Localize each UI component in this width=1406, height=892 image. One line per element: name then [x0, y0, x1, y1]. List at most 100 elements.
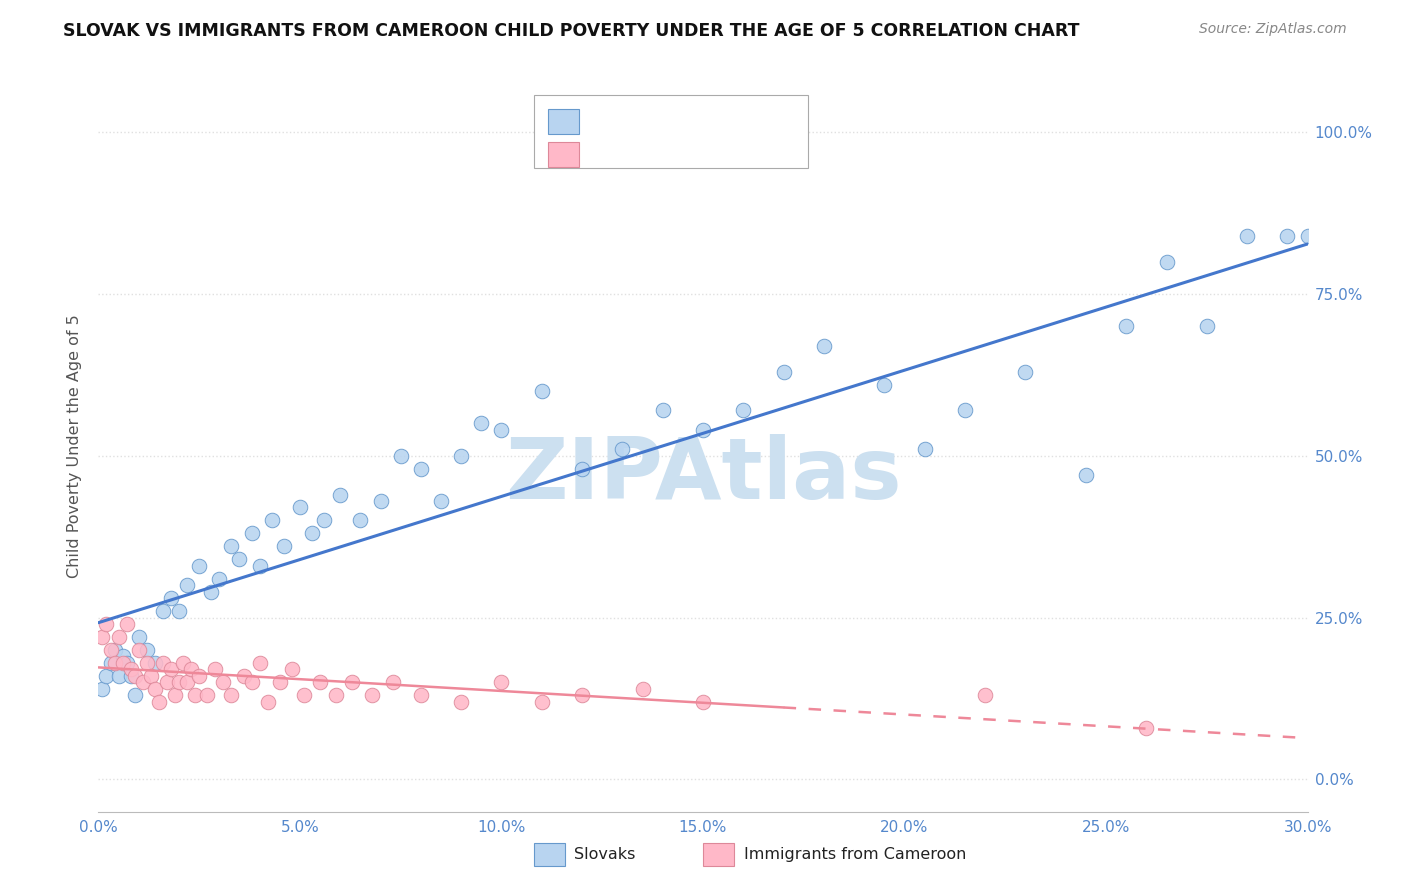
Point	[651, 403, 673, 417]
Point	[530, 384, 553, 398]
Point	[111, 656, 134, 670]
Point	[160, 591, 183, 606]
Point	[240, 526, 263, 541]
Point	[167, 604, 190, 618]
Point	[325, 688, 347, 702]
Point	[329, 487, 352, 501]
Text: N =: N =	[706, 145, 761, 164]
Text: SLOVAK VS IMMIGRANTS FROM CAMEROON CHILD POVERTY UNDER THE AGE OF 5 CORRELATION : SLOVAK VS IMMIGRANTS FROM CAMEROON CHILD…	[63, 22, 1080, 40]
Point	[491, 423, 513, 437]
Point	[1236, 228, 1258, 243]
Point	[228, 552, 250, 566]
Point	[873, 377, 896, 392]
Point	[491, 675, 513, 690]
Point	[974, 688, 997, 702]
Point	[612, 442, 634, 457]
Point	[172, 656, 194, 670]
Point	[631, 681, 654, 696]
Point	[450, 695, 472, 709]
Point	[111, 649, 134, 664]
Point	[571, 461, 593, 475]
Point	[1014, 365, 1036, 379]
Point	[1135, 721, 1157, 735]
Point	[120, 669, 142, 683]
Point	[361, 688, 384, 702]
Point	[96, 669, 118, 683]
Point	[1074, 468, 1097, 483]
Point	[184, 688, 207, 702]
Text: Immigrants from Cameroon: Immigrants from Cameroon	[744, 847, 966, 862]
Point	[208, 572, 231, 586]
Point	[132, 675, 155, 690]
Point	[91, 630, 114, 644]
Point	[176, 578, 198, 592]
Point	[772, 365, 794, 379]
Point	[273, 539, 295, 553]
Point	[139, 669, 162, 683]
Point	[692, 695, 714, 709]
Point	[292, 688, 315, 702]
Point	[256, 695, 278, 709]
Point	[120, 662, 142, 676]
Text: 0.633: 0.633	[627, 112, 695, 131]
Point	[188, 558, 211, 573]
Point	[281, 662, 304, 676]
Point	[1115, 319, 1137, 334]
Text: R =: R =	[591, 112, 633, 131]
Point	[143, 656, 166, 670]
Point	[349, 513, 371, 527]
Point	[249, 558, 271, 573]
Point	[221, 539, 243, 553]
Point	[124, 688, 146, 702]
Point	[143, 681, 166, 696]
Point	[301, 526, 323, 541]
Point	[167, 675, 190, 690]
Point	[1277, 228, 1299, 243]
Point	[430, 494, 453, 508]
Text: 50: 50	[756, 145, 783, 164]
Point	[103, 643, 125, 657]
Point	[470, 417, 492, 431]
Point	[232, 669, 254, 683]
Text: -0.232: -0.232	[627, 145, 696, 164]
Point	[309, 675, 332, 690]
Point	[115, 617, 138, 632]
Point	[813, 339, 835, 353]
Point	[195, 688, 218, 702]
Text: Slovaks: Slovaks	[575, 847, 636, 862]
Point	[212, 675, 235, 690]
Point	[953, 403, 976, 417]
Point	[571, 688, 593, 702]
Point	[1296, 228, 1319, 243]
Point	[107, 669, 129, 683]
Point	[409, 461, 432, 475]
Point	[135, 656, 157, 670]
Point	[342, 675, 364, 690]
Point	[176, 675, 198, 690]
Point	[188, 669, 211, 683]
Point	[1156, 254, 1178, 268]
Text: R =: R =	[591, 145, 633, 164]
Point	[249, 656, 271, 670]
Text: Source: ZipAtlas.com: Source: ZipAtlas.com	[1199, 22, 1347, 37]
Point	[314, 513, 336, 527]
Point	[288, 500, 311, 515]
Point	[163, 688, 186, 702]
Point	[370, 494, 392, 508]
Point	[450, 449, 472, 463]
Point	[128, 630, 150, 644]
Point	[733, 403, 755, 417]
Point	[914, 442, 936, 457]
Point	[1195, 319, 1218, 334]
Point	[107, 630, 129, 644]
Point	[221, 688, 243, 702]
Point	[103, 656, 125, 670]
Point	[160, 662, 183, 676]
Point	[91, 681, 114, 696]
Point	[389, 449, 412, 463]
Point	[269, 675, 291, 690]
Text: ZIPAtlas: ZIPAtlas	[505, 434, 901, 516]
Point	[692, 423, 714, 437]
Point	[204, 662, 226, 676]
Point	[148, 695, 170, 709]
